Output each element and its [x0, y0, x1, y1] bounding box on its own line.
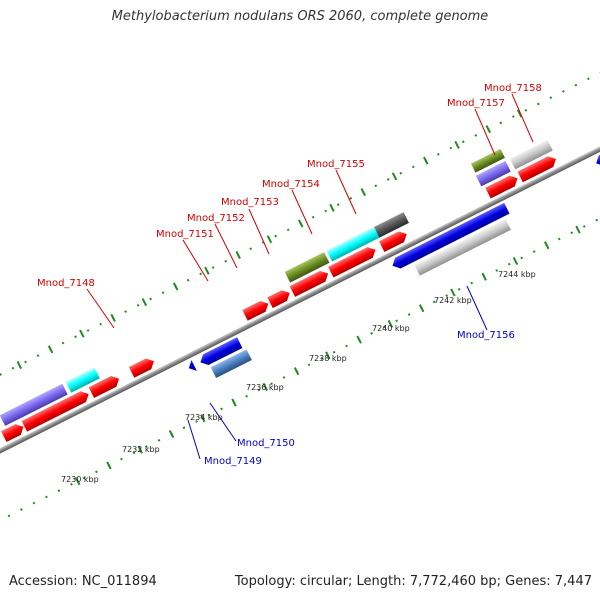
- gene-box[interactable]: [326, 225, 384, 262]
- scale-tick: [325, 351, 331, 360]
- scale-tick: [141, 298, 148, 307]
- scale-tick: [391, 172, 398, 181]
- scale-label: 7236 kbp: [246, 383, 284, 392]
- scale-tick: [231, 398, 237, 407]
- scale-tick: [298, 219, 304, 228]
- accession-label: Accession: NC_011894: [9, 574, 157, 589]
- scale-label: 7230 kbp: [61, 475, 99, 484]
- gene-arrow-mnod-7154[interactable]: [328, 244, 378, 278]
- scale-label: 7238 kbp: [309, 354, 347, 363]
- scale-tick: [110, 313, 116, 322]
- gene-arrow-mnod-7151[interactable]: [242, 298, 271, 321]
- genome-track: [0, 58, 600, 537]
- scale-tick: [106, 461, 112, 470]
- scale-tick: [293, 367, 300, 376]
- scale-label: 7244 kbp: [498, 270, 536, 279]
- gene-arrow-mnod-7150[interactable]: [198, 337, 243, 367]
- scale-tick: [47, 345, 54, 354]
- gene-box[interactable]: [374, 212, 409, 238]
- scale-tick: [423, 156, 429, 165]
- scale-tick: [481, 272, 487, 281]
- scale-tick: [137, 445, 143, 454]
- outer-dotted-rail: [0, 58, 600, 420]
- scale-tick: [262, 382, 269, 391]
- gene-arrow-mnod-7153[interactable]: [289, 268, 331, 297]
- gene-arrow[interactable]: [88, 373, 122, 398]
- gene-label-mnod-7154[interactable]: Mnod_7154: [262, 179, 320, 190]
- scale-label: 7240 kbp: [372, 324, 410, 333]
- gene-box-mnod-7156[interactable]: [414, 219, 511, 276]
- scale-tick: [356, 335, 362, 344]
- scale-tick: [485, 125, 492, 134]
- scale-tick: [79, 329, 85, 338]
- gene-box[interactable]: [0, 383, 68, 426]
- gene-box[interactable]: [65, 367, 100, 393]
- gene-box[interactable]: [475, 160, 511, 187]
- gene-arrow[interactable]: [1, 421, 26, 443]
- scale-tick: [16, 361, 22, 370]
- gene-box[interactable]: [470, 148, 505, 173]
- scale-tick: [360, 188, 366, 197]
- scale-tick: [418, 304, 425, 313]
- gene-label-mnod-7150[interactable]: Mnod_7150: [237, 438, 295, 449]
- scale-label: 7234 kbp: [185, 413, 223, 422]
- gene-label-mnod-7149[interactable]: Mnod_7149: [204, 456, 262, 467]
- scale-label: 7232 kbp: [122, 445, 160, 454]
- gene-label-mnod-7156[interactable]: Mnod_7156: [457, 330, 515, 341]
- scale-tick: [329, 203, 335, 212]
- gene-box[interactable]: [284, 252, 330, 283]
- gene-box[interactable]: [509, 139, 553, 170]
- gene-arrow-mnod-7158[interactable]: [517, 154, 558, 183]
- scale-tick: [235, 250, 241, 259]
- scale-tick: [454, 140, 460, 149]
- gene-label-mnod-7148[interactable]: Mnod_7148: [37, 278, 95, 289]
- scale-labels: 7230 kbp 7232 kbp 7234 kbp 7236 kbp 7238…: [61, 270, 536, 484]
- gene-arrow[interactable]: [390, 202, 510, 271]
- gene-box-mnod-7149[interactable]: [210, 349, 252, 379]
- scale-tick: [512, 257, 519, 266]
- scale-tick: [450, 288, 456, 297]
- scale-tick: [266, 235, 273, 244]
- gene-arrow-mnod-7152[interactable]: [267, 288, 292, 309]
- genome-summary: Topology: circular; Length: 7,772,460 bp…: [234, 574, 592, 589]
- scale-tick: [204, 266, 210, 275]
- scale-tick: [172, 282, 179, 291]
- genome-title: Methylobacterium nodulans ORS 2060, comp…: [111, 9, 489, 24]
- scale-label: 7242 kbp: [434, 296, 472, 305]
- gene-arrow-mnod-7150[interactable]: [184, 355, 197, 374]
- gene-label-mnod-7157[interactable]: Mnod_7157: [447, 98, 505, 109]
- scale-ticks: [16, 109, 581, 486]
- scale-tick: [544, 241, 550, 250]
- leader-lines: [86, 93, 534, 460]
- gene-label-mnod-7158[interactable]: Mnod_7158: [484, 83, 542, 94]
- gene-label-mnod-7155[interactable]: Mnod_7155: [307, 159, 365, 170]
- scale-tick: [200, 414, 206, 423]
- gene-labels: Mnod_7148 Mnod_7151 Mnod_7152 Mnod_7153 …: [37, 83, 542, 467]
- scale-tick: [516, 109, 523, 118]
- scale-tick: [387, 319, 394, 328]
- gene-arrow[interactable]: [21, 389, 92, 432]
- scale-tick: [168, 429, 175, 439]
- gene-arrow-mnod-7148[interactable]: [128, 356, 157, 378]
- gene-arrow-mnod-7155[interactable]: [379, 229, 409, 252]
- gene-label-mnod-7152[interactable]: Mnod_7152: [187, 213, 245, 224]
- gene-arrow-mnod-7157[interactable]: [485, 173, 520, 199]
- gene-label-mnod-7153[interactable]: Mnod_7153: [221, 197, 279, 208]
- genome-axis: [0, 118, 600, 482]
- scale-tick: [575, 225, 581, 234]
- gene-label-mnod-7151[interactable]: Mnod_7151: [156, 229, 214, 240]
- scale-tick: [75, 477, 81, 486]
